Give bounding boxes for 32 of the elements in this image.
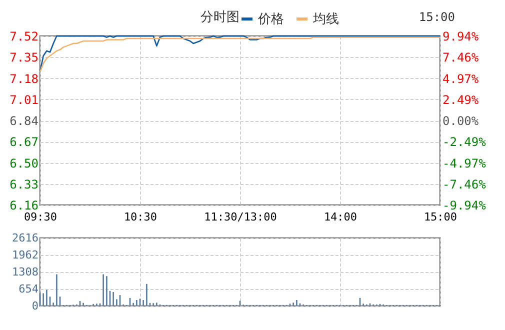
y2-tick-label: 7.46% <box>442 50 480 65</box>
y-tick-label: 1308 <box>12 266 38 278</box>
y-tick-label: 6.50 <box>10 156 38 170</box>
y-tick-label: 1962 <box>12 248 38 262</box>
chart-title: 分时图 <box>200 10 240 25</box>
legend-label: 价格 <box>257 12 284 27</box>
y-tick-label: 654 <box>18 282 39 296</box>
y-tick-label: 0 <box>32 300 38 312</box>
text: 15:00 <box>418 10 455 24</box>
y-tick-label: 7.35 <box>10 50 38 65</box>
y2-tick-label: 4.97% <box>442 72 480 86</box>
y2-tick-label: 0.00% <box>442 114 480 128</box>
y-tick-label: 7.52 <box>10 30 38 44</box>
y2-tick-label: -2.49% <box>442 135 487 150</box>
y-tick-label: 7.01 <box>10 92 38 107</box>
x-tick-label: 15:00 <box>424 210 458 224</box>
x-tick-label: 14:00 <box>324 210 358 224</box>
x-tick-label: 10:30 <box>124 210 158 224</box>
y-tick-label: 6.33 <box>10 177 38 192</box>
y2-tick-label: -9.94% <box>442 198 487 212</box>
y-tick-label: 6.16 <box>10 198 38 212</box>
x-tick-label: 09:30 <box>24 210 58 224</box>
y2-tick-label: 2.49% <box>442 92 480 107</box>
y-tick-label: 6.67 <box>10 135 38 150</box>
x-tick-label: 11:30/13:00 <box>204 210 277 224</box>
y-tick-label: 6.84 <box>10 114 38 128</box>
y2-tick-label: -7.46% <box>442 177 487 192</box>
y2-tick-label: 9.94% <box>442 30 480 44</box>
y2-tick-label: -4.97% <box>442 156 487 170</box>
y-tick-label: 2616 <box>12 232 38 244</box>
legend-label: 均线 <box>312 12 339 27</box>
y-tick-label: 7.18 <box>10 72 38 86</box>
